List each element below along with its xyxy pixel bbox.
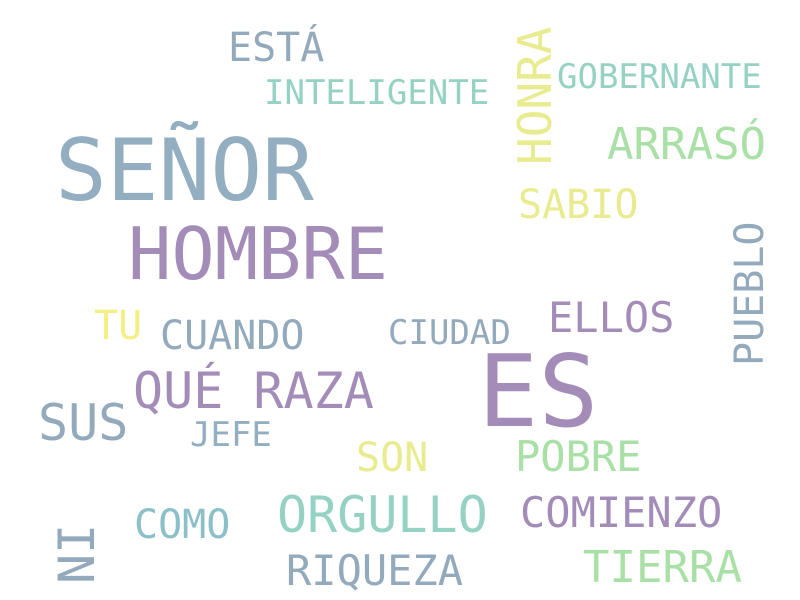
word-que-raza: QUÉ RAZA xyxy=(133,362,374,420)
word-orgullo: ORGULLO xyxy=(277,486,488,544)
word-arraso: ARRASÓ xyxy=(607,119,766,170)
word-inteligente: INTELIGENTE xyxy=(264,73,490,113)
word-es: ES xyxy=(478,333,599,450)
word-como: COMO xyxy=(134,502,231,548)
word-pueblo: PUEBLO xyxy=(727,221,773,367)
word-sabio: SABIO xyxy=(518,182,639,228)
word-riqueza: RIQUEZA xyxy=(286,546,464,595)
word-comienzo: COMIENZO xyxy=(520,488,723,537)
word-cuando: CUANDO xyxy=(160,313,305,359)
word-senor: SEÑOR xyxy=(55,121,314,221)
word-ellos: ELLOS xyxy=(548,293,675,342)
word-tu: TU xyxy=(94,303,143,349)
word-sus: SUS xyxy=(38,394,129,452)
word-honra: HONRA xyxy=(508,26,562,165)
word-son: SON xyxy=(356,435,429,481)
word-tierra: TIERRA xyxy=(583,542,742,593)
word-gobernante: GOBERNANTE xyxy=(557,57,762,97)
word-ni: NI xyxy=(48,523,106,584)
word-ciudad: CIUDAD xyxy=(388,313,511,353)
word-hombre: HOMBRE xyxy=(128,212,389,296)
word-esta: ESTÁ xyxy=(228,25,325,71)
word-pobre: POBRE xyxy=(515,432,642,481)
word-jefe: JEFE xyxy=(190,415,272,455)
